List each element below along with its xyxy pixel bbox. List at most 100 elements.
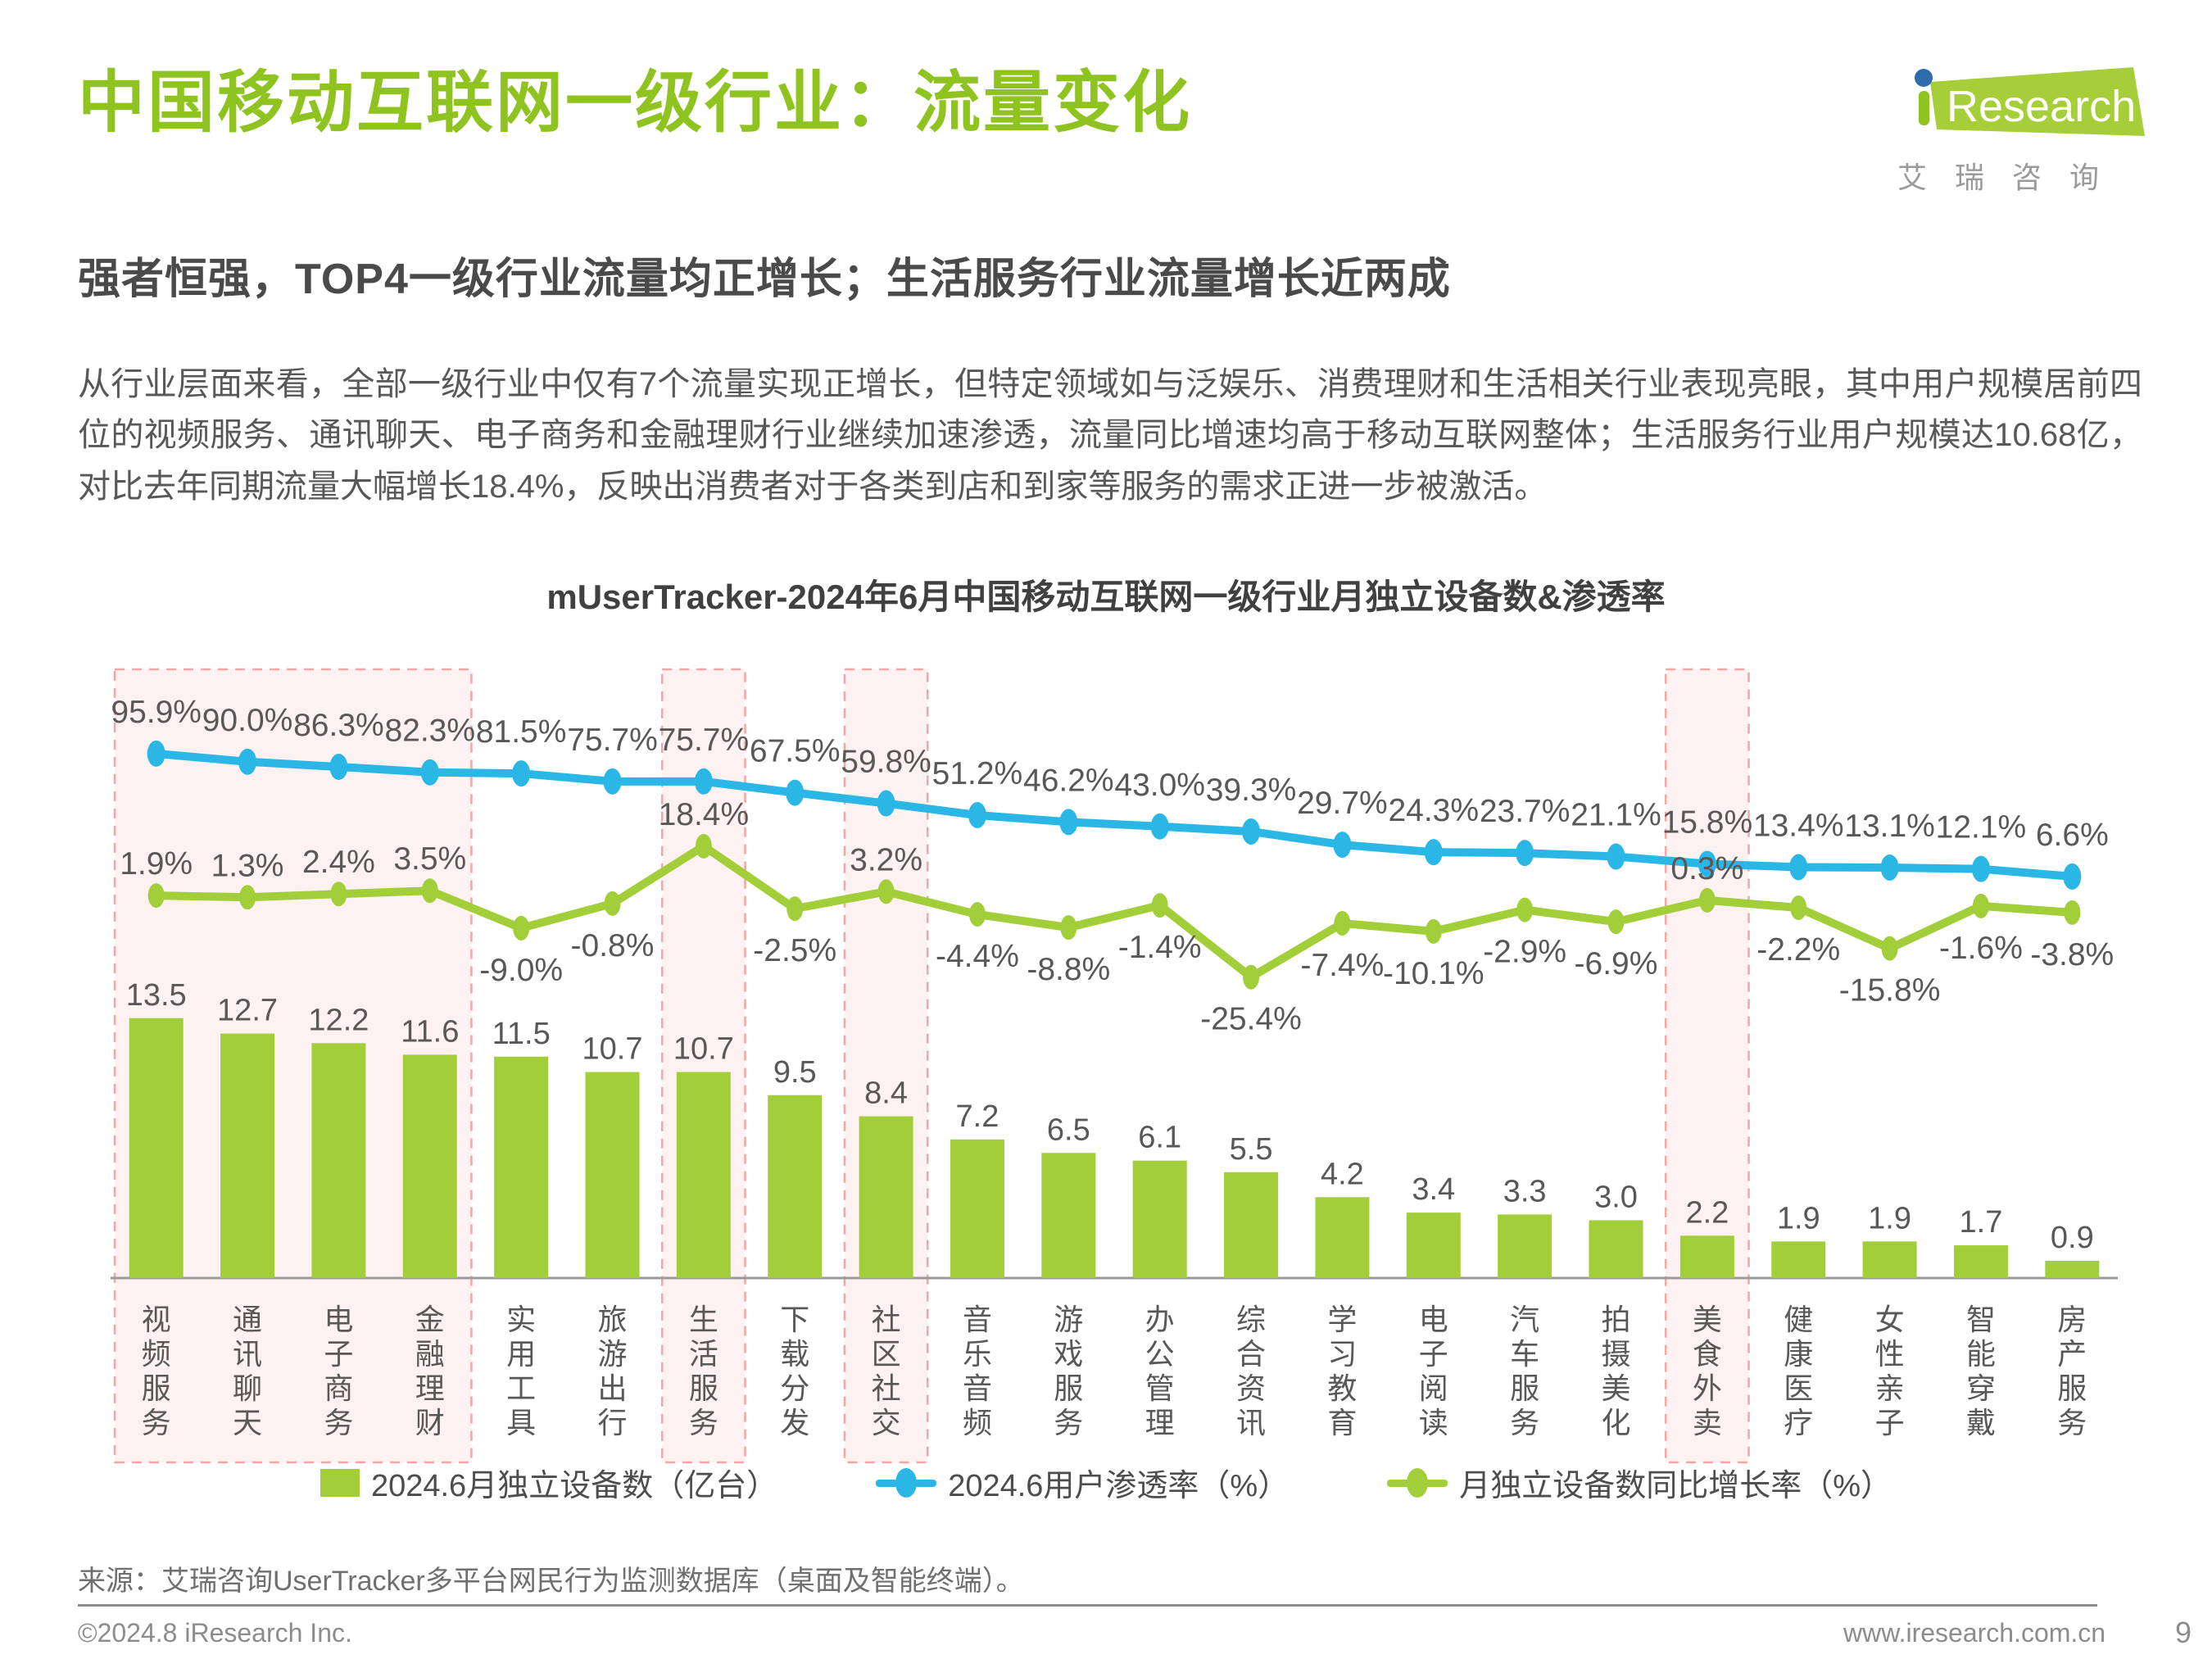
- bar: [402, 1054, 457, 1278]
- category-label: 务: [142, 1406, 171, 1439]
- category-label: 健: [1784, 1303, 1813, 1336]
- growth-value-label: -6.9%: [1575, 946, 1658, 981]
- category-label: 载: [780, 1337, 809, 1371]
- bar: [220, 1033, 275, 1278]
- category-label: 务: [324, 1406, 353, 1439]
- penetration-point: [2063, 863, 2082, 890]
- category-label: 分: [780, 1371, 809, 1405]
- category-label: 疗: [1784, 1406, 1813, 1439]
- category-label: 化: [1601, 1406, 1630, 1439]
- category-label: 务: [2057, 1406, 2087, 1439]
- bar: [1132, 1160, 1187, 1278]
- legend-label-penetration: 2024.6用户渗透率（%）: [948, 1469, 1290, 1503]
- logo-chinese-name: 艾瑞咨询: [1897, 161, 2128, 194]
- category-label: 合: [1236, 1337, 1266, 1371]
- penetration-value-label: 23.7%: [1480, 794, 1571, 829]
- growth-point: [1151, 893, 1168, 918]
- penetration-value-label: 86.3%: [293, 708, 384, 743]
- footer-url: www.iresearch.com.cn: [1843, 1618, 2106, 1648]
- penetration-point: [877, 790, 895, 817]
- growth-value-label: -9.0%: [479, 953, 563, 988]
- category-label: 生: [689, 1303, 718, 1336]
- category-label: 实: [506, 1303, 536, 1336]
- growth-value-label: -25.4%: [1200, 1002, 1302, 1037]
- growth-point: [877, 879, 895, 904]
- growth-value-label: 3.5%: [393, 841, 466, 877]
- category-label: 区: [872, 1337, 901, 1371]
- category-label: 服: [1054, 1371, 1083, 1405]
- bar: [1679, 1235, 1734, 1278]
- bar: [129, 1018, 184, 1278]
- penetration-value-label: 51.2%: [932, 756, 1023, 791]
- growth-value-label: -2.5%: [753, 933, 836, 968]
- category-label: 交: [872, 1406, 901, 1439]
- penetration-value-label: 13.4%: [1753, 808, 1844, 843]
- bar: [1315, 1197, 1370, 1278]
- category-label: 医: [1784, 1371, 1813, 1405]
- growth-value-label: -1.6%: [1939, 931, 2023, 966]
- category-label: 讯: [233, 1337, 262, 1371]
- source-note: 来源：艾瑞咨询UserTracker多平台网民行为监测数据库（桌面及智能终端）。: [78, 1566, 1024, 1597]
- bar: [1498, 1214, 1552, 1278]
- category-label: 务: [1054, 1406, 1083, 1439]
- category-label: 旅: [597, 1303, 627, 1336]
- penetration-point: [420, 759, 439, 786]
- penetration-value-label: 29.7%: [1297, 786, 1388, 821]
- penetration-point: [1424, 839, 1443, 866]
- growth-point: [1243, 964, 1260, 990]
- category-label: 社: [872, 1371, 901, 1405]
- category-label: 用: [506, 1337, 536, 1371]
- highlight-region: [1664, 668, 1750, 1464]
- category-label: 综: [1236, 1303, 1266, 1336]
- bar-value-label: 1.9: [1777, 1201, 1820, 1235]
- legend-item-penetration: 2024.6用户渗透率（%）: [876, 1460, 1289, 1505]
- iresearch-logo: Research: [1915, 67, 2145, 136]
- bar-value-label: 10.7: [673, 1032, 734, 1067]
- category-label: 食: [1693, 1337, 1722, 1371]
- category-label: 汽: [1510, 1303, 1539, 1336]
- category-label: 办: [1145, 1303, 1175, 1336]
- growth-point: [968, 902, 986, 927]
- category-label: 活: [689, 1337, 718, 1371]
- penetration-point: [1698, 850, 1716, 877]
- category-label: 音: [963, 1371, 992, 1405]
- bar: [1041, 1153, 1096, 1278]
- category-label: 频: [963, 1406, 992, 1439]
- bar: [768, 1095, 823, 1278]
- category-label: 金: [415, 1303, 445, 1336]
- bar-value-label: 3.0: [1594, 1181, 1638, 1215]
- penetration-point: [1880, 854, 1899, 881]
- category-label: 性: [1875, 1337, 1905, 1371]
- category-label: 卖: [1693, 1406, 1722, 1439]
- penetration-point: [1971, 855, 1990, 882]
- bar: [859, 1116, 913, 1278]
- bar-value-label: 5.5: [1230, 1132, 1273, 1167]
- penetration-value-label: 75.7%: [659, 723, 750, 758]
- growth-value-label: 0.3%: [1670, 851, 1743, 886]
- bar-value-label: 12.7: [217, 994, 278, 1028]
- bar-value-label: 6.1: [1138, 1121, 1181, 1155]
- category-label: 服: [689, 1371, 718, 1405]
- growth-point: [1060, 915, 1077, 941]
- penetration-point: [1789, 854, 1808, 881]
- category-label: 务: [689, 1406, 718, 1439]
- growth-point: [1607, 909, 1625, 935]
- penetration-point: [603, 768, 622, 795]
- penetration-value-label: 15.8%: [1662, 805, 1753, 840]
- bar: [494, 1056, 549, 1278]
- category-label: 乐: [963, 1337, 992, 1371]
- category-label: 务: [1510, 1406, 1539, 1439]
- legend-bar-marker: [320, 1468, 360, 1497]
- category-label: 聊: [233, 1371, 262, 1405]
- penetration-point: [968, 801, 986, 828]
- penetration-value-label: 75.7%: [567, 723, 658, 758]
- penetration-point: [329, 754, 348, 781]
- category-label: 拍: [1601, 1303, 1630, 1336]
- growth-value-label: -2.2%: [1756, 932, 1840, 968]
- bar-value-label: 0.9: [2051, 1221, 2094, 1255]
- logo-brand-text: Research: [1947, 82, 2136, 131]
- penetration-point: [1150, 813, 1169, 840]
- category-label: 子: [1419, 1337, 1448, 1371]
- growth-value-label: 1.3%: [211, 848, 284, 883]
- category-label: 美: [1601, 1371, 1630, 1405]
